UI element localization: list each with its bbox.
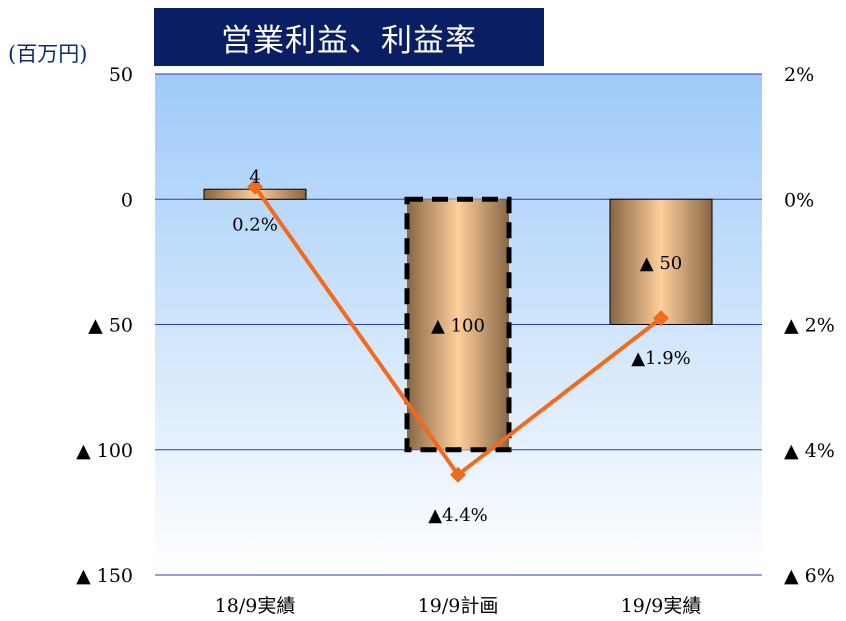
left-axis-tick-label: ▲ 50 (88, 315, 133, 337)
bar-value-label: ▲ 100 (431, 316, 485, 337)
category-label: 18/9実績 (215, 595, 296, 617)
category-label: 19/9計画 (418, 595, 499, 617)
left-axis-tick-label: 0 (121, 189, 133, 211)
bar-value-label: ▲ 50 (640, 253, 682, 274)
right-axis-tick-label: ▲ 6% (784, 565, 835, 587)
ratio-point (450, 466, 466, 483)
ratio-value-label: 0.2% (232, 215, 278, 236)
right-axis-tick-label: 2% (784, 64, 814, 86)
bar-value-label: 4 (249, 167, 260, 188)
left-axis-tick-label: ▲ 100 (76, 440, 133, 462)
bar-planned (404, 196, 512, 453)
ratio-point (653, 310, 669, 327)
left-axis-tick-label: ▲ 150 (76, 565, 133, 587)
right-axis-tick-label: ▲ 2% (784, 315, 835, 337)
ratio-point (247, 178, 263, 195)
unit-label: (百万円) (8, 42, 88, 66)
data-labels: 4 ▲ 100 ▲ 50 0.2% ▲4.4% ▲1.9% (232, 167, 691, 526)
bar (609, 198, 713, 325)
category-label: 19/9実績 (621, 595, 702, 617)
bars (203, 188, 713, 453)
axis-ticks: 50 0 ▲ 50 ▲ 100 ▲ 150 2% 0% ▲ 2% ▲ 4% ▲ 6% 18/9実績 1… (76, 64, 835, 617)
right-axis-tick-label: ▲ 4% (784, 440, 835, 462)
ratio-value-label: ▲4.4% (428, 505, 488, 526)
chart-title: 営業利益、利益率 (154, 8, 544, 66)
ratio-value-label: ▲1.9% (631, 348, 691, 369)
left-axis-tick-label: 50 (109, 64, 133, 86)
ratio-line (247, 178, 669, 483)
right-axis-tick-label: 0% (784, 189, 814, 211)
